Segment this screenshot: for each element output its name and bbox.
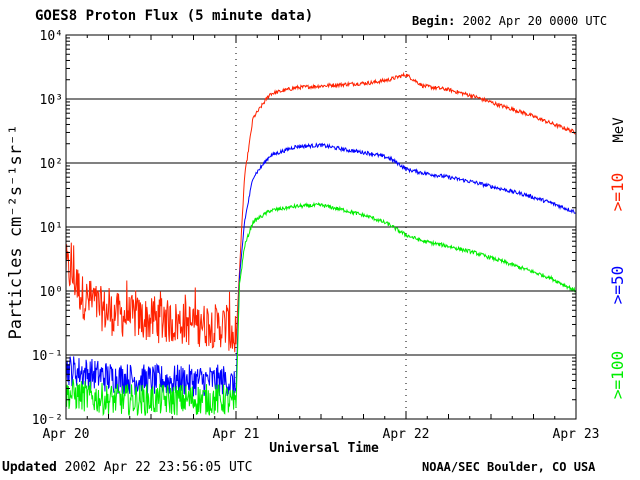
x-tick-label: Apr 23 [553,427,600,442]
series-line-gege100 [65,201,577,417]
legend-units: MeV [611,117,627,143]
credit-text: NOAA/SEC Boulder, CO USA [422,460,596,474]
updated-value: 2002 Apr 22 23:56:05 UTC [64,460,253,475]
axis-ticks [65,35,577,420]
legend-ge10: >=10 [608,173,627,212]
y-tick-labels: 10⁻² 10⁻¹ 10⁰ 10¹ 10² 10³ 10⁴ [32,29,63,428]
legend-ge50: >=50 [608,266,627,305]
y-tick-label: 10⁻² [32,413,63,428]
y-tick-label: 10⁴ [40,29,63,44]
begin-time: Begin: 2002 Apr 20 0000 UTC [412,14,607,29]
updated-label: Updated [2,460,57,475]
chart-title: GOES8 Proton Flux (5 minute data) [35,8,314,24]
series-lines [65,71,577,417]
x-tick-label: Apr 20 [43,427,90,442]
legend-ge100: >=100 [608,351,627,399]
gridlines [66,35,576,419]
y-tick-label: 10⁻¹ [32,349,63,364]
begin-value: 2002 Apr 20 0000 UTC [462,14,608,28]
legend: MeV >=10 >=50 >=100 [608,117,627,399]
x-tick-labels: Apr 20 Apr 21 Apr 22 Apr 23 [43,427,600,442]
y-axis-label: Particles cm⁻²s⁻¹sr⁻¹ [6,125,26,340]
x-tick-label: Apr 22 [383,427,430,442]
series-line-gege50 [65,142,577,399]
updated-time: Updated 2002 Apr 22 23:56:05 UTC [2,460,252,475]
y-tick-label: 10² [40,157,63,172]
y-tick-label: 10¹ [40,221,63,236]
x-axis-label: Universal Time [269,441,379,456]
y-tick-label: 10⁰ [40,285,63,300]
series-line-gege10 [65,71,577,353]
x-tick-label: Apr 21 [213,427,260,442]
begin-label: Begin: [412,14,456,28]
plot-frame [65,34,577,420]
y-tick-label: 10³ [40,93,63,108]
